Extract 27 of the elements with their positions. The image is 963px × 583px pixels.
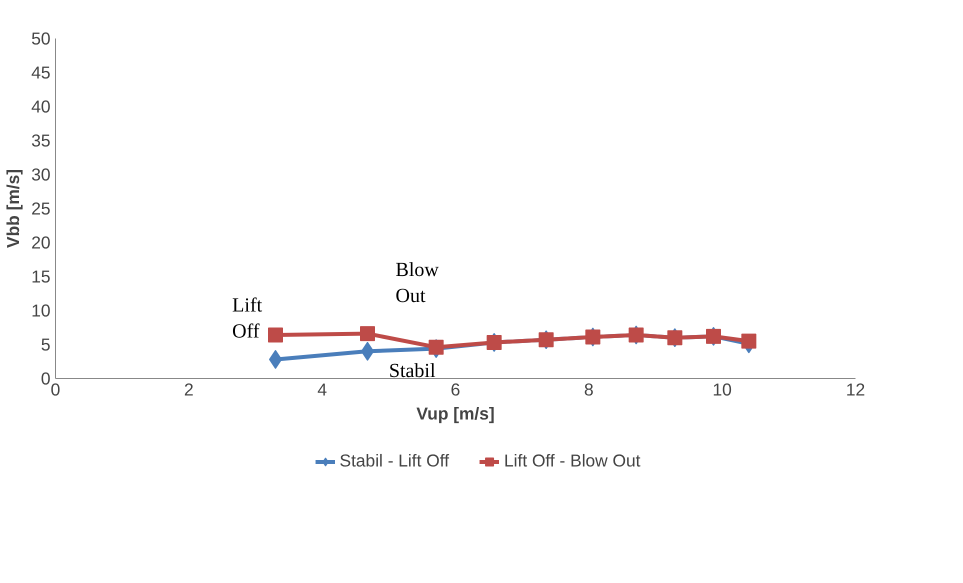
point [360, 326, 375, 342]
point [741, 334, 756, 349]
y-tick-label: 10 [31, 300, 51, 320]
x-tick-label: 12 [846, 380, 866, 400]
x-tick-label: 8 [584, 380, 594, 400]
y-tick-label: 35 [31, 130, 51, 150]
annotation: Lift Off [232, 294, 263, 342]
y-axis-title: Vbb [m/s] [3, 169, 24, 248]
point [268, 327, 283, 342]
legend-label: Stabil - Lift Off [340, 450, 450, 472]
annotation: Stabil [388, 360, 436, 382]
y-tick-label: 45 [31, 62, 51, 82]
y-tick-label: 15 [31, 266, 51, 286]
x-tick-label: 10 [712, 380, 732, 400]
y-tick-label: 25 [31, 198, 51, 218]
annotation: Blow Out [396, 259, 440, 308]
y-tick-label: 20 [31, 232, 51, 252]
x-tick-label: 4 [317, 380, 328, 400]
y-tick-label: 5 [40, 334, 51, 354]
y-tick-label: 50 [31, 28, 51, 48]
y-tick-label: 30 [31, 164, 51, 184]
y-tick-label: 40 [31, 96, 51, 116]
x-axis-title: Vup [m/s] [416, 404, 495, 424]
legend-label: Lift Off - Blow Out [504, 450, 640, 472]
x-tick-label: 6 [450, 380, 460, 400]
x-tick-label: 2 [184, 380, 194, 400]
point [428, 340, 444, 355]
